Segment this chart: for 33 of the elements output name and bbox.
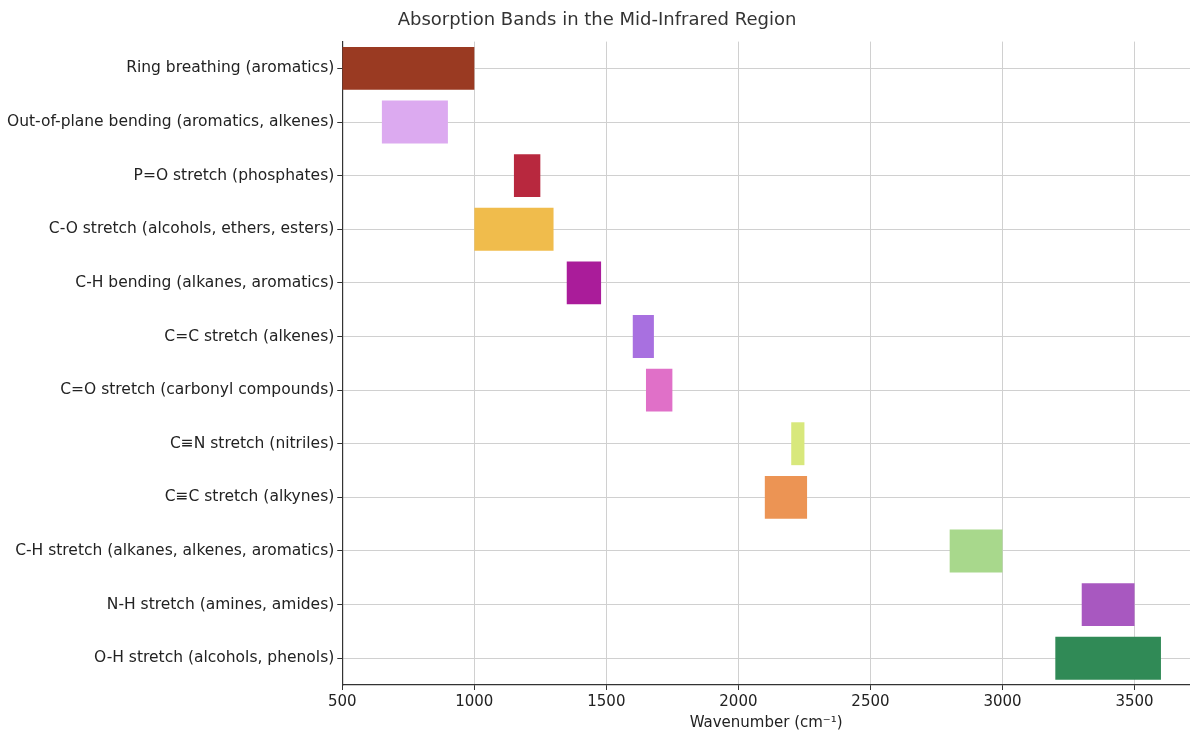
bar [474, 207, 554, 251]
bar [645, 368, 673, 412]
y-tick-label: C-H bending (alkanes, aromatics) [75, 272, 335, 291]
y-tick-label: Out-of-plane bending (aromatics, alkenes) [6, 112, 335, 131]
bar [764, 475, 808, 519]
bar [1055, 636, 1161, 680]
bar [791, 422, 805, 466]
x-tick-label: 3500 [1115, 691, 1154, 710]
bar [566, 261, 602, 305]
bar [342, 46, 475, 90]
bar [632, 315, 654, 358]
y-tick-label: C=C stretch (alkenes) [164, 326, 335, 345]
y-tick-label: C≡C stretch (alkynes) [164, 487, 335, 506]
y-tick-label: C=O stretch (carbonyl compounds) [60, 380, 335, 399]
x-tick-label: 2000 [719, 691, 758, 710]
bar [381, 100, 448, 144]
y-tick-label: C-H stretch (alkanes, alkenes, aromatics) [15, 540, 335, 559]
y-tick-label: C-O stretch (alcohols, ethers, esters) [48, 219, 335, 238]
y-tick-label: N-H stretch (amines, amides) [106, 594, 335, 613]
bar [949, 529, 1003, 573]
chart-title: Absorption Bands in the Mid-Infrared Region [397, 8, 797, 30]
x-tick-label: 1000 [455, 691, 494, 710]
y-tick-label: P=O stretch (phosphates) [133, 165, 335, 184]
x-tick-label: 3000 [983, 691, 1022, 710]
bar [513, 154, 541, 198]
y-tick-label: Ring breathing (aromatics) [126, 58, 335, 77]
bar [1081, 583, 1135, 627]
x-tick-label: 1500 [587, 691, 626, 710]
x-tick-label: 2500 [851, 691, 890, 710]
x-tick-label: 500 [327, 691, 357, 710]
y-tick-label: C≡N stretch (nitriles) [169, 433, 335, 452]
x-axis-title: Wavenumber (cm⁻¹) [689, 712, 843, 731]
y-tick-label: O-H stretch (alcohols, phenols) [94, 648, 335, 667]
